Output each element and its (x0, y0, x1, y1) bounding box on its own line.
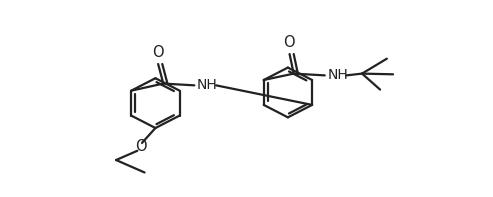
Text: O: O (152, 46, 163, 60)
Text: NH: NH (327, 68, 348, 82)
Text: NH: NH (197, 78, 218, 92)
Text: O: O (135, 139, 147, 154)
Text: O: O (282, 35, 294, 50)
